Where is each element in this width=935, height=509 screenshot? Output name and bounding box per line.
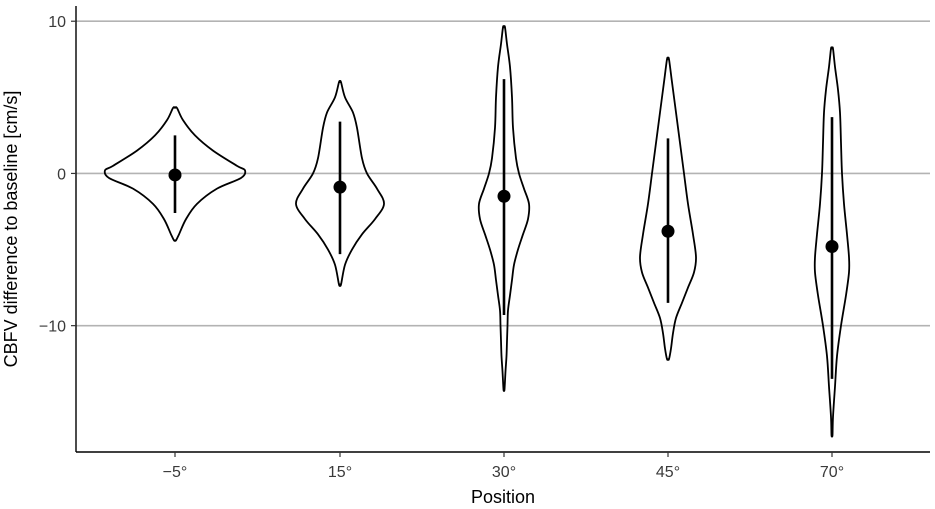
y-axis-title: CBFV difference to baseline [cm/s]	[1, 91, 21, 368]
violin-3	[639, 56, 697, 361]
mean-point-0	[168, 168, 182, 182]
x-tick-label: −5°	[163, 464, 188, 481]
mean-point-1	[333, 180, 347, 194]
summary-marks	[168, 79, 839, 379]
x-axis-title: Position	[471, 487, 535, 507]
y-tick-label: 10	[48, 14, 66, 31]
y-tick-labels: 10 0 −10	[39, 14, 76, 336]
violins	[103, 25, 851, 438]
x-tick-label: 30°	[492, 464, 516, 481]
x-tick-label: 45°	[656, 464, 680, 481]
mean-point-4	[825, 240, 839, 254]
violin-4	[813, 46, 851, 438]
mean-point-3	[661, 224, 675, 238]
x-tick-labels: −5° 15° 30° 45° 70°	[163, 452, 844, 481]
y-tick-label: 0	[57, 166, 66, 183]
violin-0	[103, 106, 247, 242]
violin-2	[477, 25, 531, 392]
violin-1	[295, 80, 385, 287]
x-tick-label: 15°	[328, 464, 352, 481]
mean-point-2	[497, 189, 511, 203]
y-tick-label: −10	[39, 319, 66, 336]
x-tick-label: 70°	[820, 464, 844, 481]
